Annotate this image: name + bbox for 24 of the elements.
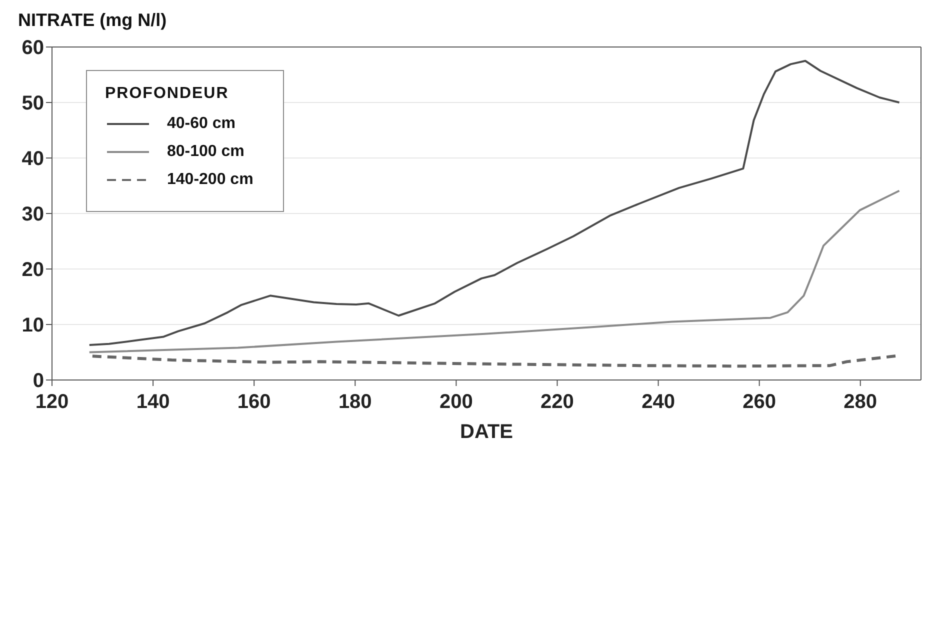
x-tick-label: 280 bbox=[844, 391, 878, 414]
x-tick-label: 180 bbox=[338, 391, 372, 414]
x-tick-label: 160 bbox=[237, 391, 271, 414]
x-tick-label: 120 bbox=[35, 391, 69, 414]
x-tick-label: 240 bbox=[642, 391, 675, 414]
legend-label: 40-60 cm bbox=[167, 115, 236, 133]
y-tick-label: 30 bbox=[22, 204, 44, 226]
x-tick-label: 200 bbox=[440, 391, 473, 414]
y-tick-label: 10 bbox=[22, 314, 44, 337]
y-tick-label: 50 bbox=[22, 92, 44, 115]
line-series bbox=[88, 190, 900, 354]
x-tick-label: 220 bbox=[540, 391, 574, 414]
x-axis-title: DATE bbox=[460, 421, 513, 443]
line-series bbox=[88, 60, 900, 346]
legend-label: 80-100 cm bbox=[167, 143, 244, 161]
y-tick-label: 20 bbox=[22, 259, 44, 282]
legend-label: 140-200 cm bbox=[167, 171, 254, 189]
x-tick-label: 140 bbox=[136, 391, 170, 414]
y-tick-label: 40 bbox=[22, 148, 44, 170]
y-axis-title: NITRATE (mg N/l) bbox=[18, 10, 167, 31]
x-tick-label: 260 bbox=[742, 391, 776, 414]
y-tick-label: 60 bbox=[22, 37, 44, 60]
legend-title: PROFONDEUR bbox=[105, 85, 230, 103]
y-tick-label: 0 bbox=[32, 370, 44, 392]
